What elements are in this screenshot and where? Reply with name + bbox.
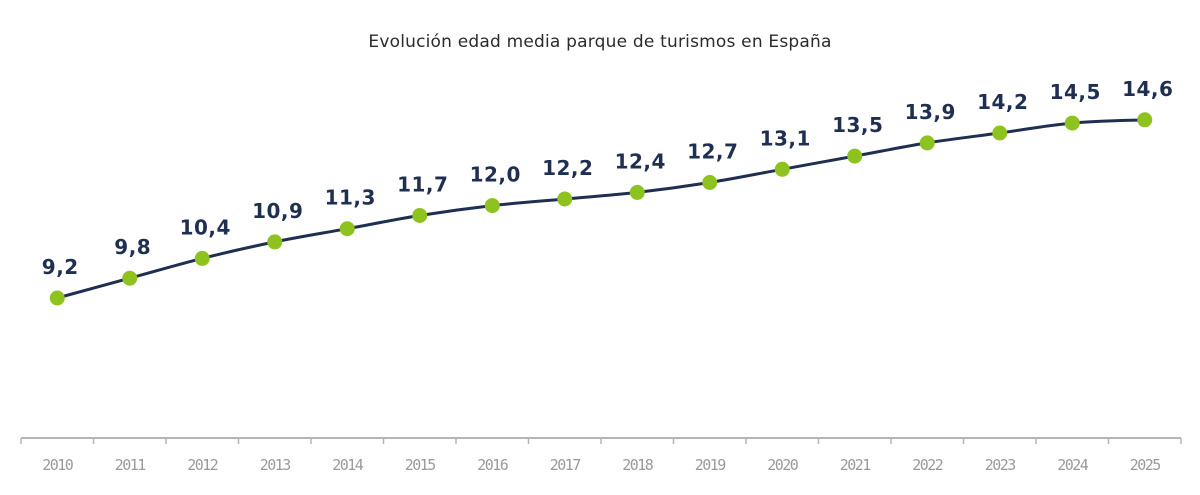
- x-tick-label: 2025: [1130, 456, 1161, 474]
- x-axis: [20, 437, 1182, 444]
- x-tick-label: 2024: [1057, 456, 1089, 474]
- data-label-2015: 11,7: [397, 173, 448, 197]
- x-tick-label: 2011: [115, 456, 147, 474]
- data-label-2025: 14,6: [1122, 77, 1173, 101]
- data-point-2011: [122, 270, 138, 286]
- data-point-2024: [1064, 115, 1080, 131]
- data-label-2023: 14,2: [977, 90, 1028, 114]
- data-label-2019: 12,7: [687, 140, 738, 164]
- data-point-2010: [49, 290, 65, 306]
- data-label-2020: 13,1: [760, 126, 811, 150]
- data-label-2024: 14,5: [1050, 80, 1101, 104]
- data-point-2025: [1137, 112, 1153, 128]
- data-label-2022: 13,9: [905, 100, 956, 124]
- x-tick-label: 2021: [840, 456, 872, 474]
- x-tick-labels: 2010 2011 2012 2013 2014 2015 2016 2017 2018 2019…: [42, 456, 1162, 474]
- series-line: [55, 118, 1147, 300]
- data-label-2018: 12,4: [615, 149, 666, 173]
- x-tick-label: 2014: [332, 456, 364, 474]
- x-tick-label: 2023: [985, 456, 1016, 474]
- data-points: [49, 112, 1153, 306]
- data-point-2015: [412, 208, 428, 223]
- data-point-2014: [339, 221, 355, 237]
- x-tick-label: 2013: [260, 456, 291, 474]
- x-tick-label: 2019: [695, 456, 727, 474]
- x-tick-label: 2010: [42, 456, 74, 474]
- data-label-2010: 9,2: [42, 255, 79, 279]
- data-label-2013: 10,9: [252, 199, 303, 223]
- x-tick-label: 2016: [477, 456, 509, 474]
- data-label-2016: 12,0: [470, 163, 521, 187]
- series-line-group: [55, 118, 1147, 300]
- data-point-2018: [629, 184, 645, 200]
- data-point-2023: [992, 125, 1008, 141]
- data-label-2012: 10,4: [180, 215, 231, 239]
- x-tick-label: 2015: [405, 456, 436, 474]
- data-point-2022: [919, 135, 935, 151]
- data-point-2017: [557, 191, 573, 207]
- data-point-2020: [774, 161, 790, 177]
- data-labels: 9,2 9,8 10,4 10,9 11,3 11,7 12,0 12,2 12,4 12,7 13…: [42, 77, 1173, 279]
- data-label-2021: 13,5: [832, 113, 883, 137]
- data-point-2021: [847, 148, 863, 164]
- data-label-2011: 9,8: [114, 235, 151, 259]
- x-tick-label: 2017: [550, 456, 581, 474]
- x-tick-label: 2012: [187, 456, 218, 474]
- data-label-2014: 11,3: [325, 186, 376, 210]
- data-point-2016: [484, 198, 500, 214]
- x-tick-label: 2018: [622, 456, 654, 474]
- data-point-2013: [267, 234, 283, 250]
- data-point-2019: [702, 175, 718, 190]
- x-tick-label: 2020: [767, 456, 799, 474]
- chart-title: Evolución edad media parque de turismos …: [368, 32, 832, 52]
- x-tick-label: 2022: [912, 456, 943, 474]
- data-label-2017: 12,2: [542, 156, 593, 180]
- data-point-2012: [194, 250, 210, 266]
